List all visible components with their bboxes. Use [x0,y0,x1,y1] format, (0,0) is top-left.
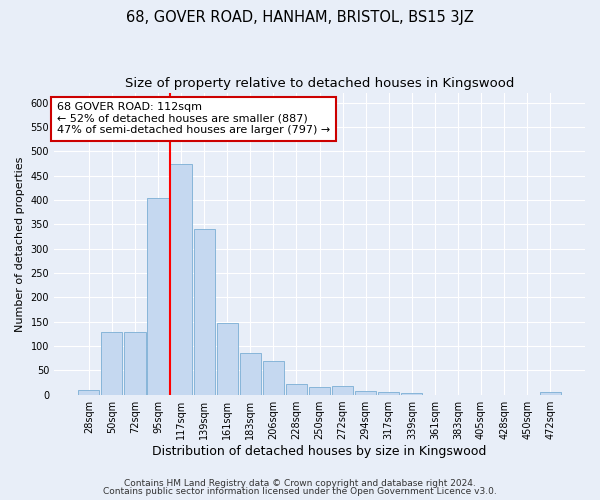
Bar [78,390,100,394]
Bar [286,384,307,394]
Bar [263,360,284,394]
Bar [309,388,330,394]
Bar [539,392,561,394]
Bar [332,386,353,394]
X-axis label: Distribution of detached houses by size in Kingswood: Distribution of detached houses by size … [152,444,487,458]
Text: 68, GOVER ROAD, HANHAM, BRISTOL, BS15 3JZ: 68, GOVER ROAD, HANHAM, BRISTOL, BS15 3J… [126,10,474,25]
Bar [194,229,215,394]
Bar [217,322,238,394]
Title: Size of property relative to detached houses in Kingswood: Size of property relative to detached ho… [125,78,514,90]
Text: Contains public sector information licensed under the Open Government Licence v3: Contains public sector information licen… [103,487,497,496]
Bar [401,393,422,394]
Bar [124,332,146,394]
Bar [148,198,169,394]
Text: 68 GOVER ROAD: 112sqm
← 52% of detached houses are smaller (887)
47% of semi-det: 68 GOVER ROAD: 112sqm ← 52% of detached … [56,102,330,136]
Bar [101,332,122,394]
Bar [239,353,261,395]
Bar [170,164,191,394]
Text: Contains HM Land Registry data © Crown copyright and database right 2024.: Contains HM Land Registry data © Crown c… [124,478,476,488]
Bar [378,392,400,394]
Bar [355,391,376,394]
Y-axis label: Number of detached properties: Number of detached properties [15,156,25,332]
